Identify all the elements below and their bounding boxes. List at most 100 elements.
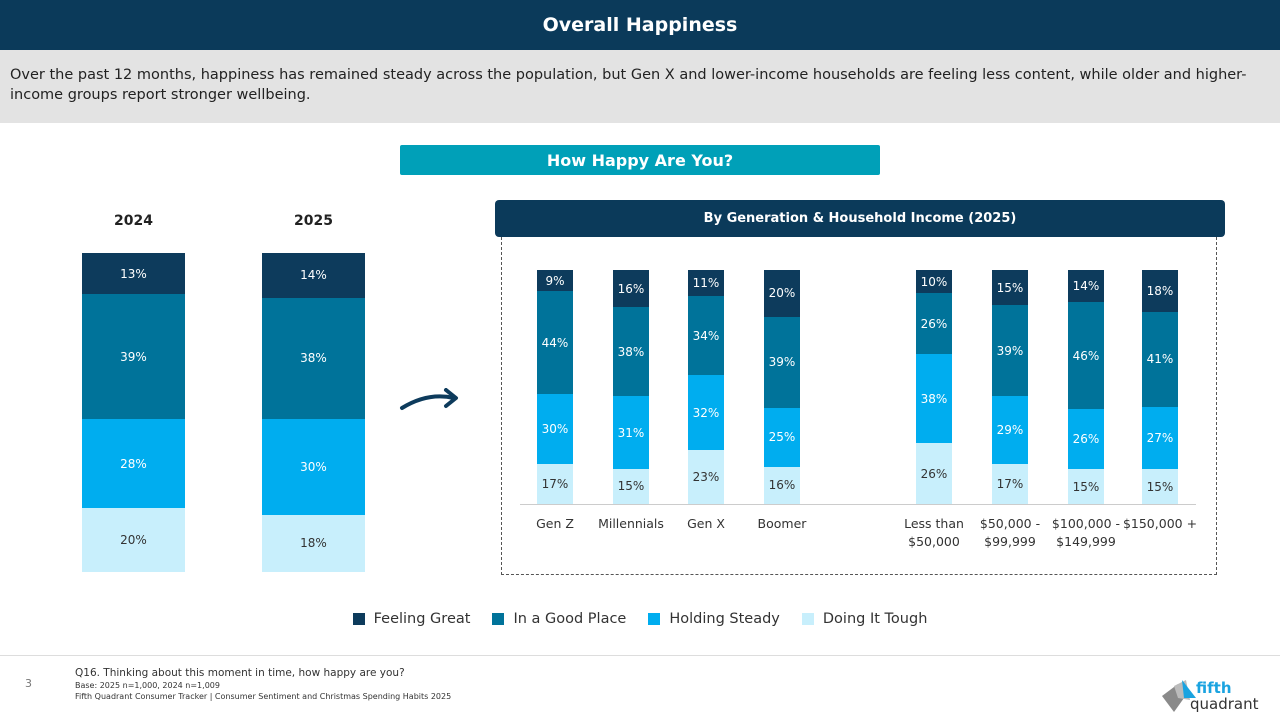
segment-panel — [501, 237, 1217, 575]
data-label: 16% — [617, 281, 645, 296]
legend-label: Feeling Great — [373, 611, 471, 627]
data-label: 13% — [120, 266, 147, 281]
data-label: 38% — [617, 344, 645, 359]
bar-segment-2025-holding-steady: 30% — [262, 418, 365, 515]
data-label: 31% — [617, 425, 645, 440]
base-text: Base: 2025 n=1,000, 2024 n=1,009 — [75, 681, 220, 690]
bar-segment-millennials-doing-it-tough: 15% — [613, 468, 649, 504]
legend-label: Holding Steady — [669, 611, 780, 627]
category-label: Gen Z — [536, 516, 574, 531]
bar-segment-boomer-in-a-good-place: 39% — [764, 316, 800, 409]
category-label: Boomer — [757, 516, 807, 531]
data-label: 26% — [1072, 432, 1100, 447]
data-label: 34% — [692, 328, 720, 343]
legend-item-in-a-good-place: In a Good Place — [492, 611, 626, 627]
page-number: 3 — [25, 677, 32, 690]
data-label: 39% — [768, 355, 796, 370]
data-label: 15% — [617, 479, 645, 494]
bar-segment-100-000-149-999-doing-it-tough: 15% — [1068, 469, 1104, 504]
data-label: 15% — [1146, 479, 1174, 494]
bar-segment-less-than-50-000-holding-steady: 38% — [916, 354, 952, 444]
data-label: 20% — [768, 286, 796, 301]
legend-label: In a Good Place — [513, 611, 627, 627]
bar-segment-boomer-feeling-great: 20% — [764, 270, 800, 317]
category-label: $150,000 + — [1122, 516, 1198, 531]
arrow-icon — [400, 388, 458, 410]
section-banner: How Happy Are You? — [400, 145, 880, 175]
data-label: 39% — [120, 349, 147, 364]
data-label: 44% — [541, 335, 569, 350]
data-label: 30% — [541, 422, 569, 437]
bar-segment-gen-x-holding-steady: 32% — [688, 375, 724, 451]
data-label: 14% — [300, 268, 327, 283]
data-label: 14% — [1072, 279, 1100, 294]
bar-segment-2024-feeling-great: 13% — [82, 253, 185, 295]
svg-text:quadrant: quadrant — [1190, 695, 1259, 713]
bar-segment-millennials-feeling-great: 16% — [613, 270, 649, 308]
panel-title: By Generation & Household Income (2025) — [495, 200, 1225, 237]
question-text: Q16. Thinking about this moment in time,… — [75, 667, 405, 679]
source-text: Fifth Quadrant Consumer Tracker | Consum… — [75, 692, 452, 701]
data-label: 46% — [1072, 348, 1100, 363]
bar-segment-2025-feeling-great: 14% — [262, 253, 365, 298]
category-label: Less than $50,000 — [904, 516, 964, 549]
legend-label: Doing It Tough — [822, 611, 928, 627]
data-label: 32% — [692, 405, 720, 420]
bar-segment-gen-x-feeling-great: 11% — [688, 270, 724, 296]
data-label: 39% — [996, 343, 1024, 358]
data-label: 18% — [300, 536, 327, 551]
legend: Feeling Great In a Good Place Holding Stea… — [0, 611, 1280, 627]
legend-item-feeling-great: Feeling Great — [352, 611, 471, 627]
data-label: 17% — [996, 477, 1024, 492]
footnote: Q16. Thinking about this moment in time,… — [75, 667, 451, 702]
fifth-quadrant-logo: fifth quadrant — [1160, 676, 1270, 720]
bar-segment-less-than-50-000-doing-it-tough: 26% — [916, 443, 952, 504]
data-label: 23% — [692, 470, 720, 485]
bar-segment-100-000-149-999-feeling-great: 14% — [1068, 270, 1104, 303]
legend-swatch — [648, 613, 661, 625]
data-label: 11% — [692, 275, 720, 290]
summary-text: Over the past 12 months, happiness has r… — [0, 50, 1280, 123]
data-label: 15% — [996, 280, 1024, 295]
bar-segment-2025-in-a-good-place: 38% — [262, 297, 365, 419]
data-label: 27% — [1146, 430, 1174, 445]
bar-segment-gen-z-holding-steady: 30% — [537, 394, 573, 465]
bar-segment-150-000-in-a-good-place: 41% — [1142, 311, 1178, 407]
bar-segment-150-000-feeling-great: 18% — [1142, 270, 1178, 312]
category-label: Millennials — [598, 516, 664, 531]
legend-swatch — [801, 613, 814, 625]
bar-segment-50-000-99-999-feeling-great: 15% — [992, 270, 1028, 306]
legend-swatch — [352, 613, 365, 625]
page-title: Overall Happiness — [0, 0, 1280, 50]
data-label: 41% — [1146, 352, 1174, 367]
data-label: 18% — [1146, 283, 1174, 298]
bar-segment-150-000-doing-it-tough: 15% — [1142, 469, 1178, 504]
bar-segment-2024-in-a-good-place: 39% — [82, 294, 185, 419]
legend-swatch — [492, 613, 505, 625]
bar-segment-150-000-holding-steady: 27% — [1142, 406, 1178, 470]
data-label: 29% — [996, 423, 1024, 438]
bar-segment-millennials-holding-steady: 31% — [613, 396, 649, 469]
data-label: 9% — [545, 273, 565, 288]
data-label: 16% — [768, 478, 796, 493]
bar-segment-millennials-in-a-good-place: 38% — [613, 307, 649, 397]
data-label: 15% — [1072, 479, 1100, 494]
bar-segment-gen-z-in-a-good-place: 44% — [537, 291, 573, 394]
data-label: 28% — [120, 456, 147, 471]
year-label-2024: 2024 — [114, 213, 153, 229]
year-label-2025: 2025 — [294, 213, 333, 229]
data-label: 25% — [768, 430, 796, 445]
legend-item-holding-steady: Holding Steady — [648, 611, 780, 627]
bar-segment-gen-x-doing-it-tough: 23% — [688, 450, 724, 504]
bar-segment-50-000-99-999-in-a-good-place: 39% — [992, 305, 1028, 397]
category-label: Gen X — [687, 516, 725, 531]
bar-segment-50-000-99-999-doing-it-tough: 17% — [992, 464, 1028, 504]
bar-segment-gen-z-doing-it-tough: 17% — [537, 464, 573, 504]
svg-text:fifth: fifth — [1196, 679, 1232, 697]
data-label: 10% — [920, 274, 948, 289]
bar-segment-boomer-doing-it-tough: 16% — [764, 466, 800, 504]
category-label: $50,000 - $99,999 — [979, 516, 1041, 549]
bar-segment-2024-holding-steady: 28% — [82, 418, 185, 509]
footer-divider — [0, 655, 1280, 656]
bar-segment-50-000-99-999-holding-steady: 29% — [992, 396, 1028, 465]
